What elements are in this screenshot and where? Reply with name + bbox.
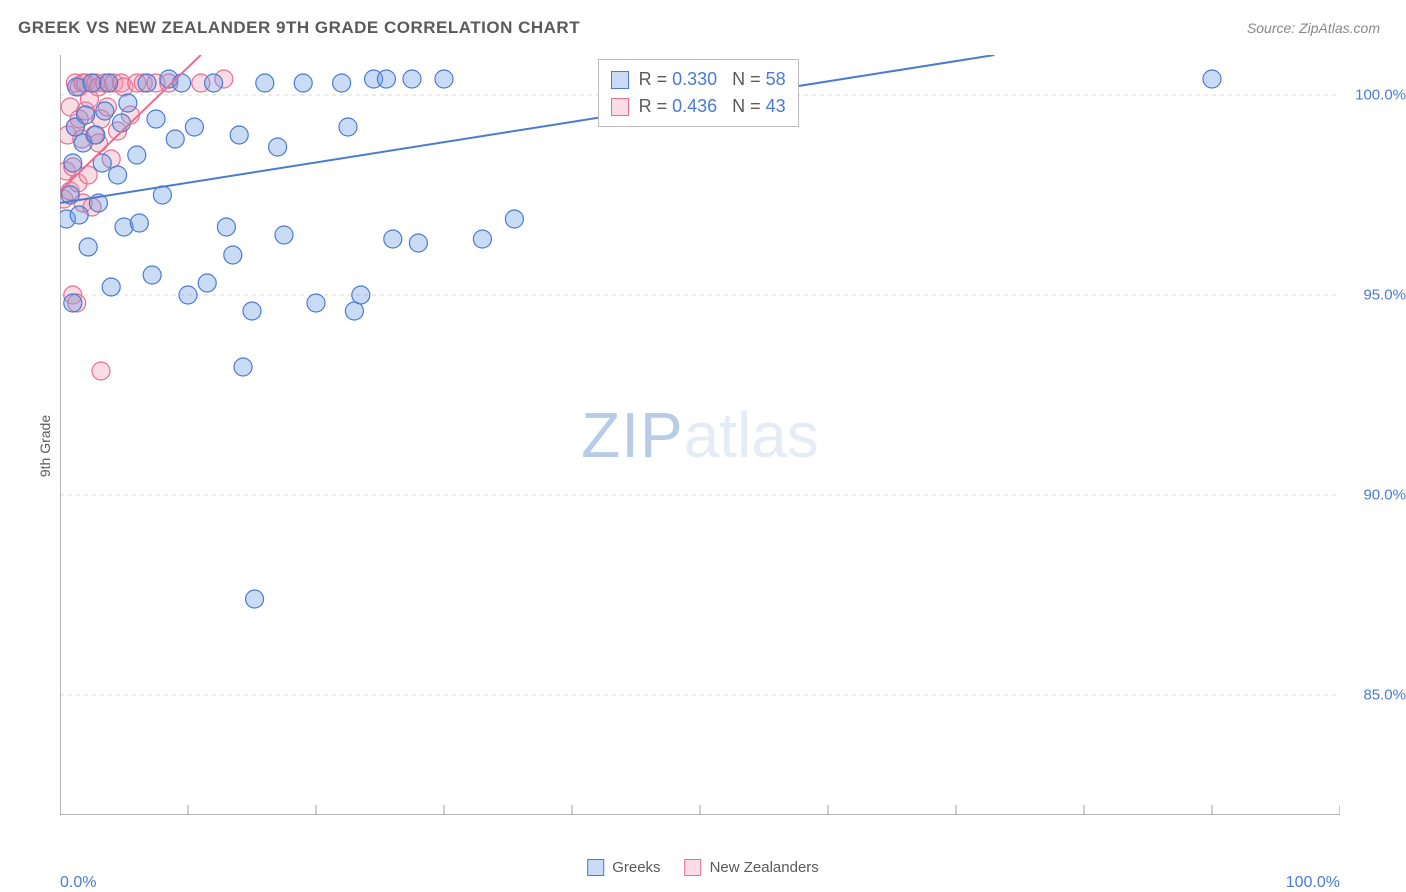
legend-label-nz: New Zealanders — [710, 859, 819, 876]
stat-legend-row: R = 0.436 N = 43 — [611, 93, 786, 120]
scatter-plot: ZIPatlas R = 0.330 N = 58R = 0.436 N = 4… — [60, 55, 1340, 815]
legend-swatch-greeks — [587, 859, 604, 876]
x-axis-max-label: 100.0% — [1286, 874, 1340, 892]
y-axis-label: 9th Grade — [37, 415, 53, 477]
x-axis-min-label: 0.0% — [60, 874, 96, 892]
stat-legend: R = 0.330 N = 58R = 0.436 N = 43 — [598, 59, 799, 127]
legend-item-nz: New Zealanders — [685, 859, 819, 876]
legend-item-greeks: Greeks — [587, 859, 660, 876]
plot-svg — [60, 55, 1340, 815]
stat-swatch — [611, 98, 629, 116]
legend-label-greeks: Greeks — [612, 859, 660, 876]
stat-legend-row: R = 0.330 N = 58 — [611, 66, 786, 93]
source-attribution: Source: ZipAtlas.com — [1247, 20, 1380, 36]
y-tick-label: 95.0% — [1363, 287, 1406, 304]
y-tick-label: 100.0% — [1355, 87, 1406, 104]
y-tick-label: 85.0% — [1363, 687, 1406, 704]
legend-swatch-nz — [685, 859, 702, 876]
stat-text: R = 0.436 N = 43 — [639, 93, 786, 120]
stat-text: R = 0.330 N = 58 — [639, 66, 786, 93]
stat-swatch — [611, 71, 629, 89]
bottom-legend: Greeks New Zealanders — [587, 859, 819, 876]
y-tick-label: 90.0% — [1363, 487, 1406, 504]
chart-title: GREEK VS NEW ZEALANDER 9TH GRADE CORRELA… — [18, 18, 580, 38]
